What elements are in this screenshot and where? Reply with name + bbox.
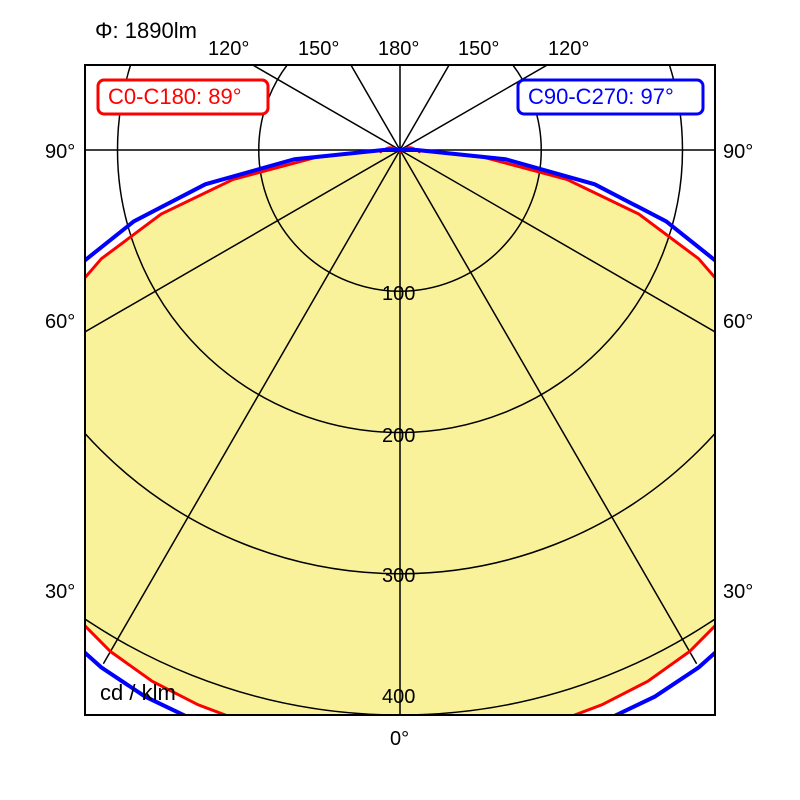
angle-label: 30° xyxy=(45,581,75,603)
angle-label: 120° xyxy=(208,38,249,60)
angle-label: 180° xyxy=(378,38,419,60)
legend-text-c0: C0-C180: 89° xyxy=(108,84,242,109)
angle-label: 150° xyxy=(458,38,499,60)
angle-label: 0° xyxy=(390,728,409,750)
angle-label: 30° xyxy=(723,581,753,603)
ring-label: 300 xyxy=(382,565,415,587)
angle-label: 120° xyxy=(548,38,589,60)
angle-label: 60° xyxy=(723,311,753,333)
angle-label: 150° xyxy=(298,38,339,60)
angle-label: 90° xyxy=(45,141,75,163)
angle-label: 60° xyxy=(45,311,75,333)
photometric-polar-chart: 100 200 300 400 120° 150° 180° 150° 120° 90° 90° 60… xyxy=(0,0,800,800)
angle-label: 90° xyxy=(723,141,753,163)
ring-label: 400 xyxy=(382,686,415,708)
ring-label: 200 xyxy=(382,425,415,447)
legend-text-c90: C90-C270: 97° xyxy=(528,84,674,109)
unit-label: cd / klm xyxy=(100,680,176,705)
ring-label: 100 xyxy=(382,283,415,305)
chart-title: Φ: 1890lm xyxy=(95,18,197,43)
